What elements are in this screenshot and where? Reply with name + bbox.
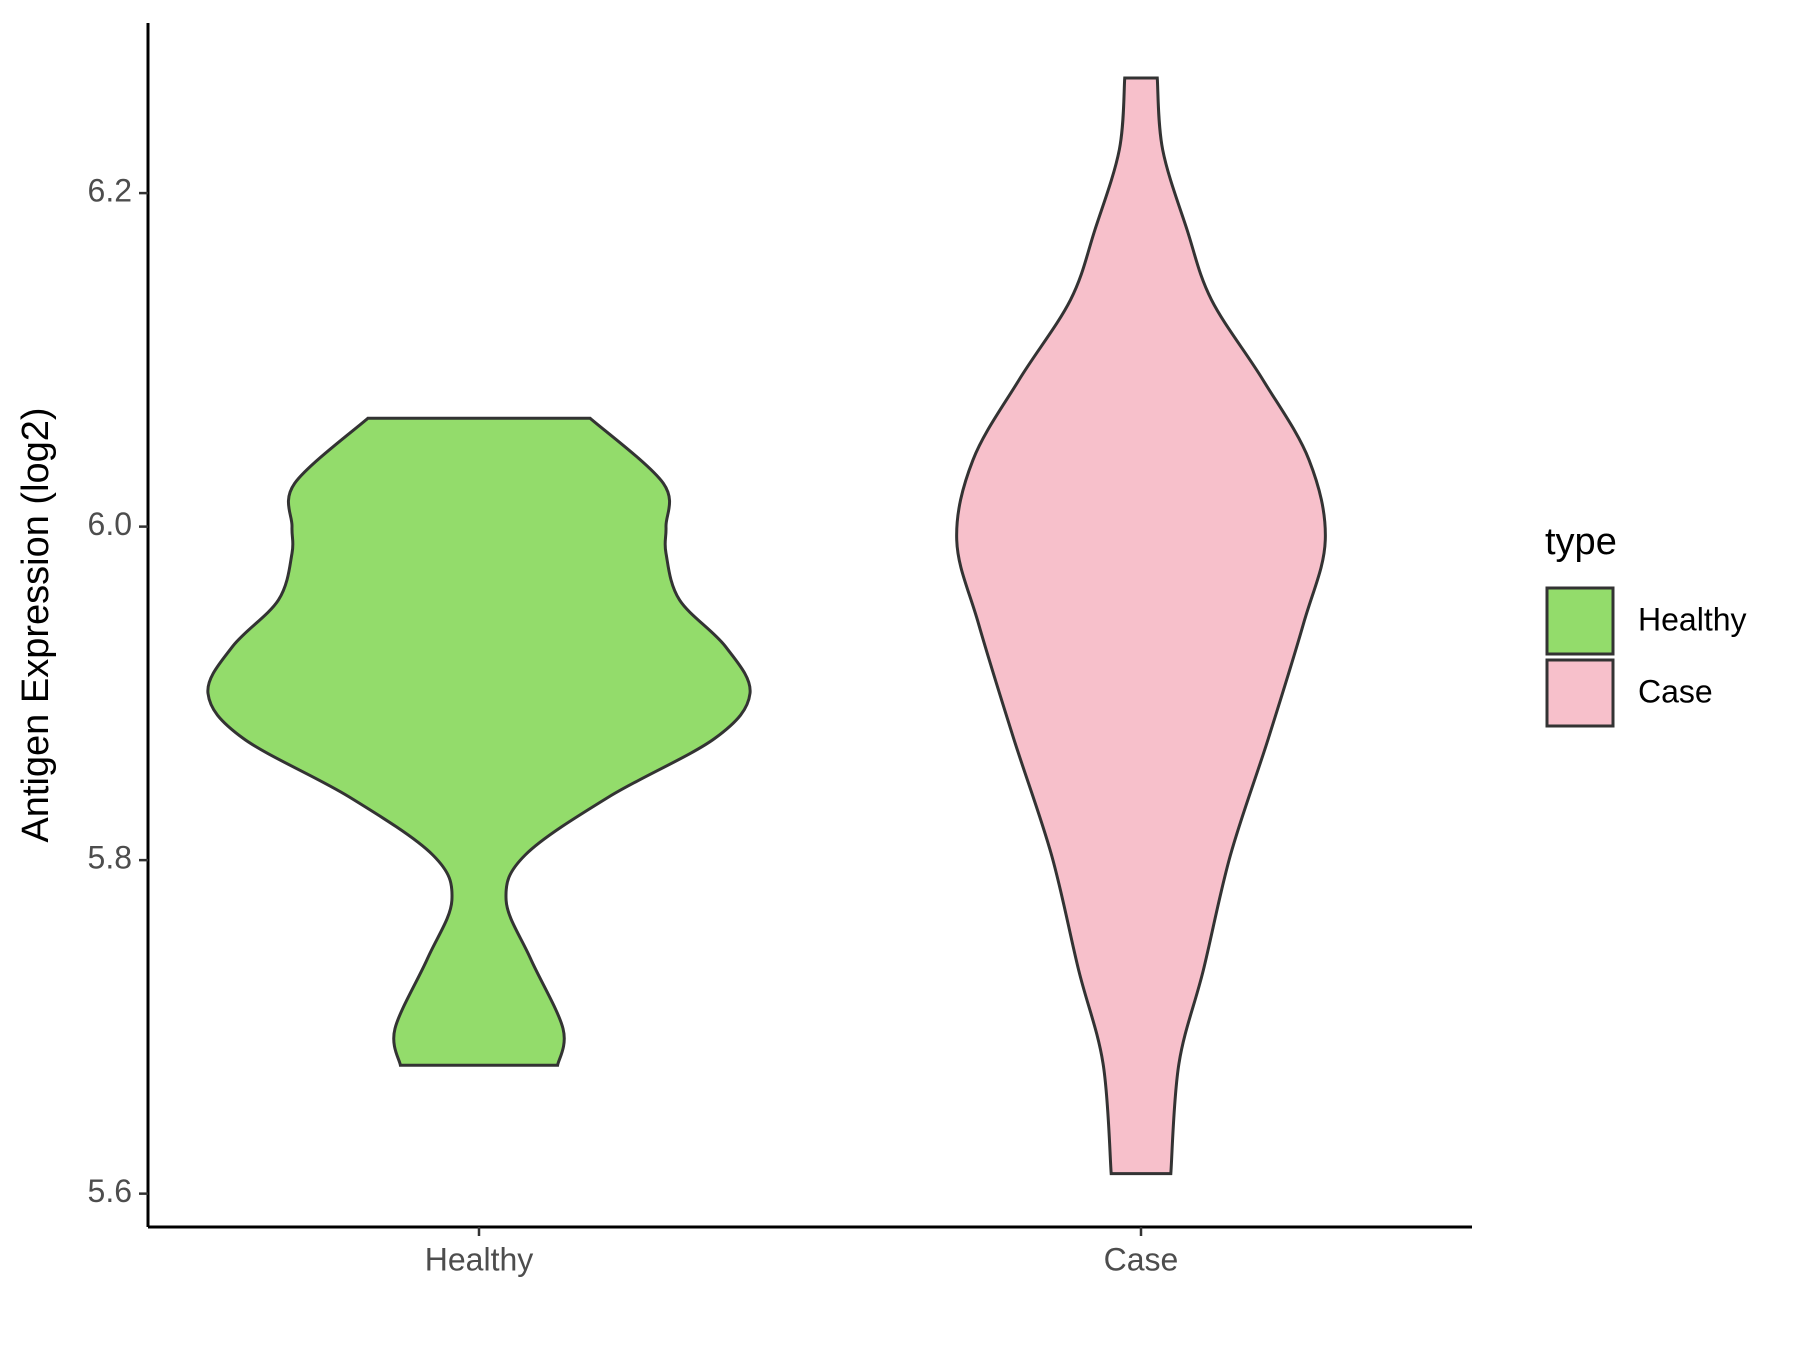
violin (955, 76, 1327, 1176)
legend-title: type (1545, 521, 1617, 563)
x-tick-label: Case (1104, 1241, 1179, 1277)
y-tick-label: 6.0 (88, 506, 132, 542)
y-axis-title: Antigen Expression (log2) (15, 407, 57, 842)
y-tick-label: 6.2 (88, 173, 132, 209)
legend-label: Healthy (1638, 601, 1747, 637)
legend-key (1545, 658, 1615, 728)
x-tick-label: Healthy (425, 1241, 534, 1277)
violin (206, 416, 752, 1067)
y-tick-label: 5.8 (88, 840, 132, 876)
legend-key (1545, 586, 1615, 656)
legend-label: Case (1638, 673, 1713, 709)
y-tick-label: 5.6 (88, 1173, 132, 1209)
